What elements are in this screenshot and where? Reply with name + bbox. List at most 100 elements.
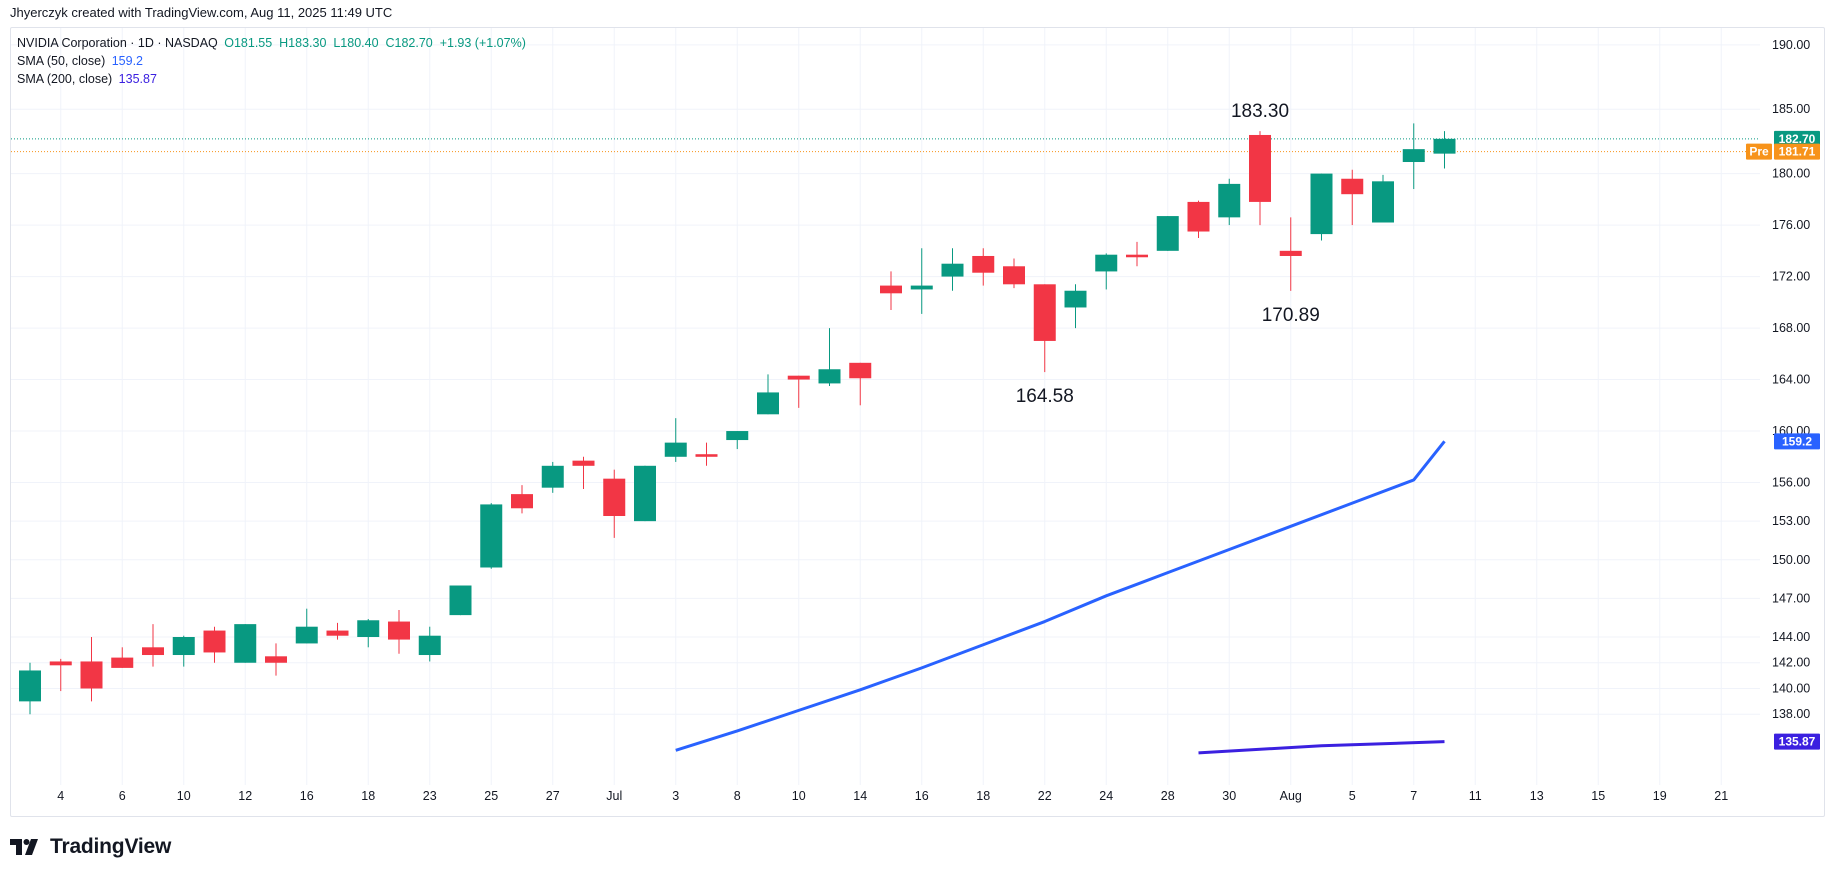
candle-body (972, 255, 995, 273)
candle-body (357, 620, 380, 637)
x-tick-label: 28 (1161, 789, 1175, 803)
candlesticks (19, 123, 1456, 715)
price-annotations: 183.30 170.89 164.58 (1016, 101, 1320, 407)
y-tick-label: 176.00 (1772, 218, 1810, 232)
price-tag: 159.2 (1774, 433, 1820, 450)
candle (726, 431, 749, 450)
candle-body (1402, 149, 1425, 163)
candle-body (1187, 201, 1210, 232)
candle-body (572, 460, 595, 466)
ohlc-values: O181.55 H183.30 L180.40 C182.70 +1.93 (+… (224, 36, 526, 50)
candle-body (1156, 216, 1179, 251)
price-annotation: 170.89 (1262, 305, 1320, 326)
candle (511, 485, 533, 514)
x-tick-label: 19 (1653, 789, 1667, 803)
y-tick-label: 153.00 (1772, 514, 1810, 528)
y-tick-label: 172.00 (1772, 270, 1810, 284)
candle (849, 362, 872, 406)
candle-body (388, 621, 410, 640)
candle (19, 662, 41, 715)
candle (1372, 174, 1394, 223)
candle (818, 328, 841, 386)
candle (1187, 200, 1210, 238)
x-tick-label: 25 (484, 789, 498, 803)
x-tick-label: 10 (177, 789, 191, 803)
candle-body (295, 626, 318, 644)
x-tick-label: 4 (57, 789, 64, 803)
pre-market-badge (1746, 143, 1772, 160)
x-tick-label: 18 (361, 789, 375, 803)
candle-body (726, 431, 749, 441)
price-tag-box (1774, 130, 1820, 147)
candle (664, 418, 687, 462)
candle-body (695, 454, 718, 457)
candle-body (449, 585, 472, 616)
candle (418, 626, 441, 662)
tradingview-footer: TradingView (10, 832, 171, 862)
candle-body (172, 637, 195, 656)
candle (388, 609, 410, 654)
sma50-legend-row: SMA (50, close) 159.2 (17, 52, 526, 70)
price-tag-box (1774, 433, 1820, 450)
price-tag-box (1774, 143, 1820, 160)
candle (203, 626, 226, 663)
price-tag-label: 159.2 (1782, 434, 1812, 448)
candle-body (480, 504, 503, 568)
candle-body (1126, 254, 1148, 258)
x-tick-label: Jul (606, 789, 622, 803)
candle (357, 618, 380, 648)
candle-body (1218, 183, 1241, 218)
candle-body (1033, 284, 1056, 341)
candle (49, 658, 72, 692)
candle (1341, 169, 1364, 226)
price-tag-label: 181.71 (1779, 145, 1816, 159)
candle-body (1003, 266, 1025, 285)
price-annotation: 164.58 (1016, 386, 1074, 407)
x-tick-label: Aug (1280, 789, 1302, 803)
x-tick-label: 6 (119, 789, 126, 803)
candle (234, 624, 257, 663)
candle-body (265, 656, 287, 663)
sma50-line (675, 440, 1446, 752)
candle (326, 622, 349, 640)
candle (634, 465, 656, 522)
x-tick-label: 16 (300, 789, 314, 803)
price-tag-label: 182.70 (1779, 132, 1816, 146)
candle-body (1433, 138, 1456, 154)
candle-body (634, 465, 656, 522)
sma200-value: 135.87 (118, 72, 157, 86)
candle-body (19, 670, 41, 702)
y-tick-label: 190.00 (1772, 38, 1810, 52)
sma-lines (675, 440, 1446, 755)
price-axis: 190.00 185.00 180.00 176.00 172.00 168.00 164.… (1772, 38, 1810, 721)
candle (1433, 131, 1456, 169)
x-tick-label: 12 (238, 789, 252, 803)
candle-body (1095, 254, 1118, 272)
candle (880, 271, 902, 311)
y-tick-label: 150.00 (1772, 553, 1810, 567)
tradingview-logo-icon (10, 839, 38, 855)
x-tick-label: 8 (734, 789, 741, 803)
candle-body (880, 285, 902, 294)
candle-body (1372, 181, 1394, 223)
candle (603, 469, 626, 538)
candle (172, 635, 195, 667)
candle-body (1341, 178, 1364, 195)
candle-body (234, 624, 257, 663)
candle-body (1310, 173, 1333, 235)
candle-body (418, 635, 441, 656)
candle (910, 248, 933, 314)
candle-body (1064, 290, 1087, 308)
candle (1003, 258, 1025, 289)
price-tag: 182.70 (1774, 130, 1820, 147)
candle (1402, 123, 1425, 190)
x-tick-label: 11 (1469, 789, 1482, 803)
candle-body (910, 285, 933, 290)
candle-body (1249, 134, 1271, 202)
price-tag: 181.71 Pre (1746, 143, 1820, 160)
sma200-line (1198, 740, 1445, 755)
sma200-legend-row: SMA (200, close) 135.87 (17, 70, 526, 88)
